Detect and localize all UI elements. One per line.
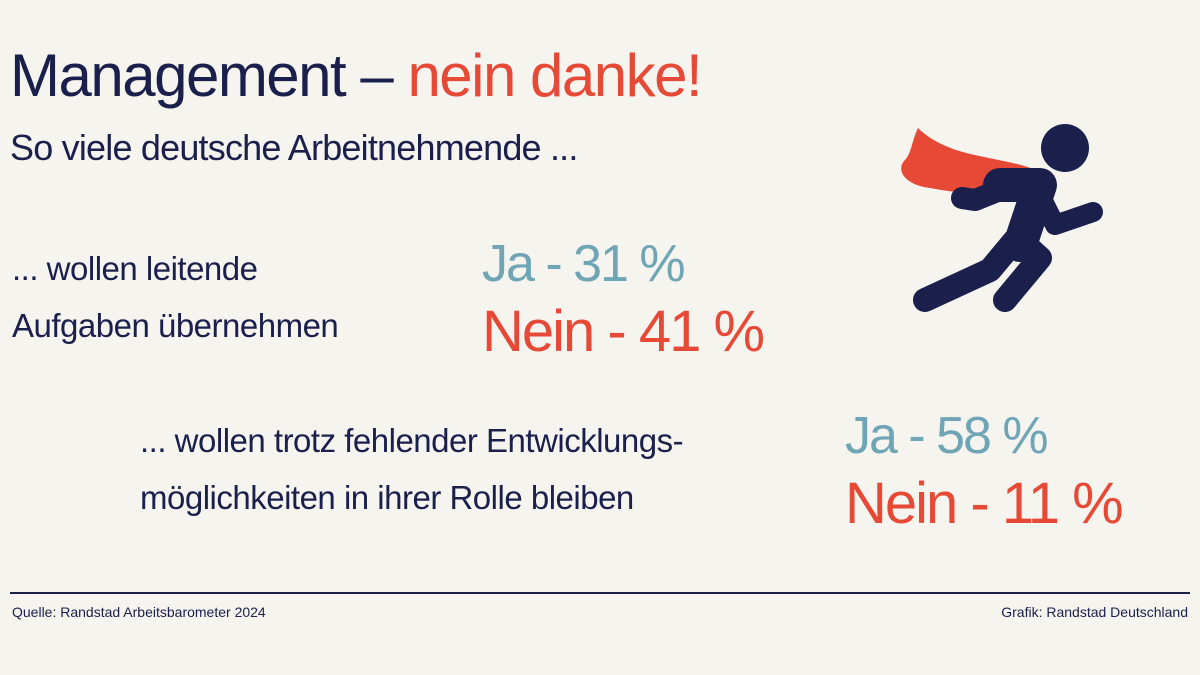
title-main: Management – bbox=[10, 42, 408, 109]
divider bbox=[10, 592, 1190, 594]
question-2-line1: ... wollen trotz fehlender Entwicklungs- bbox=[140, 422, 684, 459]
subtitle: So viele deutsche Arbeitnehmende ... bbox=[10, 127, 578, 168]
answer-1-no: Nein - 41 % bbox=[482, 299, 765, 364]
question-2-line2: möglichkeiten in ihrer Rolle bleiben bbox=[140, 479, 634, 516]
question-1: ... wollen leitende Aufgaben übernehmen bbox=[12, 240, 339, 354]
question-1-line1: ... wollen leitende bbox=[12, 250, 258, 287]
question-2: ... wollen trotz fehlender Entwicklungs-… bbox=[140, 412, 684, 526]
running-superhero-icon bbox=[901, 124, 1103, 312]
answer-1-yes: Ja - 31 % bbox=[482, 235, 686, 293]
question-1-line2: Aufgaben übernehmen bbox=[12, 307, 339, 344]
answer-2-yes: Ja - 58 % bbox=[845, 407, 1049, 465]
source-note: Quelle: Randstad Arbeitsbarometer 2024 bbox=[12, 604, 266, 620]
credit-note: Grafik: Randstad Deutschland bbox=[1001, 604, 1188, 620]
answer-2-no: Nein - 11 % bbox=[845, 471, 1124, 536]
head-icon bbox=[1041, 124, 1089, 172]
title-accent: nein danke! bbox=[407, 42, 702, 109]
page-title: Management – nein danke! bbox=[10, 46, 703, 106]
